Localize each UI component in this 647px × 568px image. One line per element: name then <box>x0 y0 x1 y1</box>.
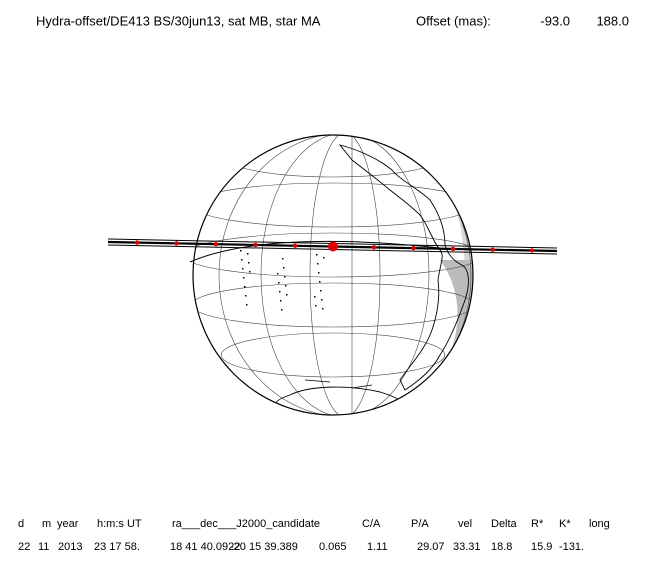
island <box>282 258 284 260</box>
island <box>280 300 282 302</box>
column-header: K* <box>559 518 571 530</box>
globe <box>193 135 473 415</box>
cell: 11 <box>38 541 49 553</box>
cell: 18 41 40.0922 <box>170 541 240 553</box>
cell: 1.11 <box>367 541 388 553</box>
cell: 18.8 <box>491 541 512 553</box>
cell: 22 <box>18 541 30 553</box>
island <box>247 253 249 255</box>
time-dot <box>411 245 416 251</box>
column-header: year <box>57 518 79 530</box>
island <box>249 271 251 273</box>
column-header: P/A <box>411 518 429 530</box>
time-dot <box>134 240 140 245</box>
offset-x: -93.0 <box>540 13 570 28</box>
island <box>316 254 318 256</box>
column-header: d <box>18 518 24 530</box>
time-dot <box>529 248 535 253</box>
central-dot <box>328 241 338 252</box>
cell: -20 15 39.389 <box>230 541 298 553</box>
parallel <box>220 135 446 178</box>
time-dot <box>450 246 456 252</box>
cell: 33.31 <box>453 541 481 553</box>
island <box>318 272 320 274</box>
cell: -131. <box>559 541 584 553</box>
time-dot <box>213 241 219 247</box>
island <box>321 299 323 301</box>
island <box>240 250 242 252</box>
island <box>279 291 281 293</box>
island <box>286 294 288 296</box>
globe-limb <box>192 134 474 416</box>
island <box>277 273 279 275</box>
cell: 23 17 58. <box>94 541 140 553</box>
cell: 29.07 <box>417 541 445 553</box>
island <box>323 257 325 259</box>
island <box>322 308 324 310</box>
meridian <box>309 135 381 415</box>
column-header: ra___dec___J2000_candidate <box>172 518 320 530</box>
parallel <box>193 232 473 278</box>
column-header: vel <box>458 518 472 530</box>
data-table: d m year h:m:s UT ra___dec___J2000_candidate… <box>18 518 610 553</box>
parallel <box>193 282 473 328</box>
time-markers <box>134 240 535 253</box>
column-header: C/A <box>362 518 381 530</box>
offset-y: 188.0 <box>596 13 629 28</box>
cell: 0.065 <box>319 541 347 553</box>
island <box>285 285 287 287</box>
island <box>244 286 246 288</box>
time-dot <box>253 242 258 248</box>
time-dot <box>174 241 179 246</box>
offset-label: Offset (mas): <box>416 13 491 28</box>
cell: 15.9 <box>531 541 552 553</box>
parallel <box>220 332 446 378</box>
island <box>243 277 245 279</box>
island <box>284 276 286 278</box>
island <box>278 282 280 284</box>
column-header: Delta <box>491 518 518 530</box>
island <box>283 267 285 269</box>
island <box>314 296 316 298</box>
island <box>242 268 244 270</box>
column-header: m <box>42 518 51 530</box>
island <box>241 259 243 261</box>
plot-title: Hydra-offset/DE413 BS/30jun13, sat MB, s… <box>36 13 321 28</box>
column-header: R* <box>531 518 544 530</box>
meridian <box>260 135 430 415</box>
column-header: long <box>589 518 610 530</box>
column-header: h:m:s UT <box>97 518 142 530</box>
cell: 2013 <box>58 541 82 553</box>
island <box>246 304 248 306</box>
island <box>317 263 319 265</box>
meridian <box>218 135 472 415</box>
island <box>245 295 247 297</box>
island <box>319 281 321 283</box>
island <box>248 262 250 264</box>
parallel <box>193 182 473 228</box>
time-dot <box>371 245 377 250</box>
time-dot <box>292 243 298 248</box>
island <box>315 305 317 307</box>
island <box>320 290 322 292</box>
time-dot <box>490 247 495 252</box>
island <box>281 309 283 311</box>
